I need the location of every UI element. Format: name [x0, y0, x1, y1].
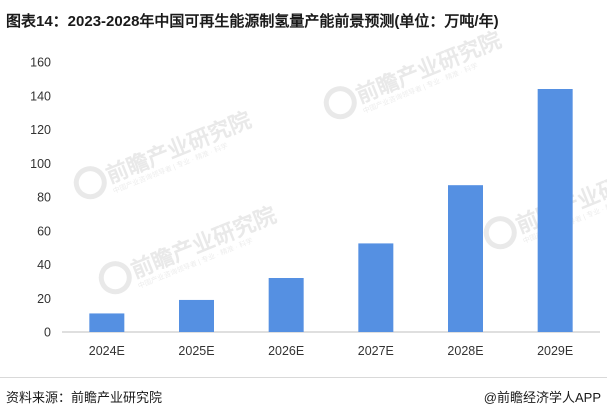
y-tick-label: 140 [30, 89, 51, 103]
bar-series [89, 89, 573, 332]
bar-2027E [358, 243, 394, 332]
watermark-circle-icon [98, 261, 132, 295]
x-tick-label: 2025E [178, 344, 214, 358]
source-text: 资料来源：前瞻产业研究院 [6, 390, 163, 405]
watermark-circle-icon [73, 166, 107, 200]
watermark-text: 前瞻产业研究院 [352, 27, 504, 108]
watermark-circle-icon [483, 216, 517, 250]
y-tick-label: 40 [37, 258, 51, 272]
y-tick-label: 20 [37, 292, 51, 306]
y-tick-label: 80 [37, 191, 51, 205]
x-tick-label: 2029E [537, 344, 573, 358]
x-axis: 2024E 2025E 2026E 2027E 2028E 2029E [89, 344, 573, 358]
x-tick-label: 2028E [447, 344, 483, 358]
y-tick-label: 60 [37, 224, 51, 238]
bar-2029E [537, 89, 573, 332]
y-tick-label: 160 [30, 56, 51, 70]
x-tick-label: 2027E [358, 344, 394, 358]
bar-2025E [179, 299, 214, 332]
y-tick-label: 100 [30, 157, 51, 171]
chart-title: 图表14：2023-2028年中国可再生能源制氢量产能前景预测(单位：万吨/年) [6, 13, 499, 30]
x-tick-label: 2024E [89, 344, 125, 358]
watermark-text: 前瞻产业研究院 [102, 107, 254, 188]
watermark-circle-icon [323, 86, 357, 120]
footer: 资料来源：前瞻产业研究院 @前瞻经济学人APP [0, 377, 607, 414]
y-tick-label: 0 [44, 326, 51, 340]
watermark-text: 前瞻产业研究院 [127, 202, 279, 283]
y-tick-label: 120 [30, 123, 51, 137]
bar-2024E [89, 313, 125, 332]
x-tick-label: 2026E [268, 344, 304, 358]
brand-text: @前瞻经济学人APP [483, 390, 601, 405]
y-axis: 0 20 40 60 80 100 120 140 160 [30, 56, 51, 340]
bar-2026E [268, 278, 304, 332]
bar-2028E [448, 185, 483, 332]
